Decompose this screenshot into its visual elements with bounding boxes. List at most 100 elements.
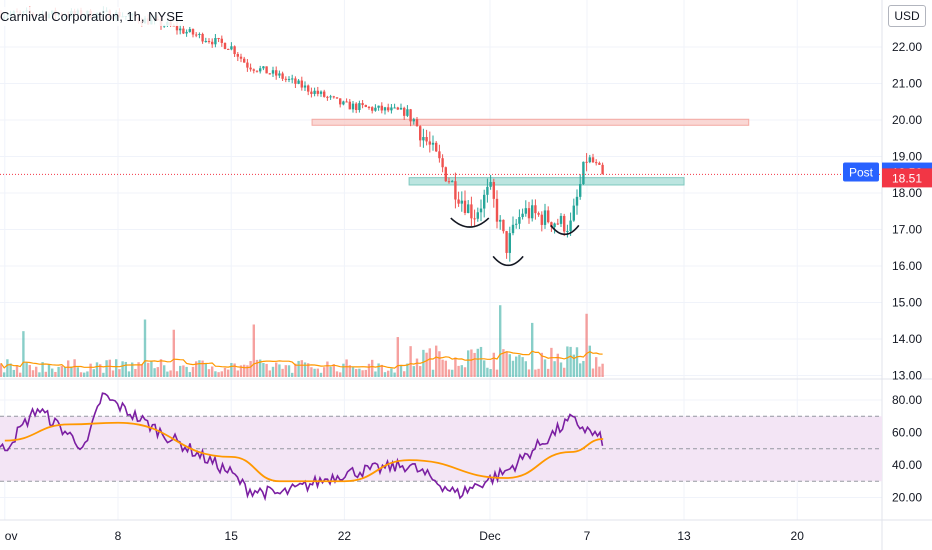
candle-body — [422, 137, 425, 141]
candle-body — [396, 107, 399, 110]
volume-bar — [310, 367, 313, 377]
candle-body — [214, 38, 217, 45]
candle-body — [563, 215, 566, 232]
volume-bar — [121, 361, 124, 377]
volume-bar — [489, 369, 492, 377]
candle-body — [268, 73, 271, 75]
candle-body — [598, 162, 601, 165]
candle-body — [364, 105, 367, 107]
volume-bar — [115, 359, 118, 377]
volume-bar — [476, 348, 479, 377]
volume-bar — [31, 370, 35, 377]
candle-body — [505, 231, 508, 253]
volume-bar — [499, 305, 502, 377]
candle-body — [297, 80, 300, 84]
volume-bar — [351, 367, 355, 377]
candle-body — [518, 217, 521, 224]
candle-body — [566, 230, 569, 232]
candle-body — [377, 105, 380, 108]
candle-body — [307, 85, 310, 92]
support-zone — [408, 177, 685, 186]
volume-bar — [415, 358, 419, 377]
candle-body — [339, 98, 342, 105]
volume-bar — [403, 371, 406, 377]
candle-body — [582, 161, 585, 185]
volume-bar — [259, 359, 262, 377]
candle-body — [249, 67, 252, 70]
volume-bar — [348, 365, 351, 377]
currency-button[interactable]: USD — [888, 5, 926, 27]
volume-bar — [127, 371, 131, 377]
volume-bar — [399, 365, 403, 377]
candle-body — [511, 224, 515, 234]
volume-bar — [521, 357, 524, 377]
candle-body — [588, 157, 591, 163]
candle-body — [182, 28, 185, 34]
rsi-tick-label: 60.00 — [892, 426, 922, 440]
time-tick-label: 13 — [677, 529, 691, 543]
candle-body — [374, 107, 377, 111]
volume-bar — [41, 362, 44, 377]
volume-bar — [214, 371, 217, 377]
volume-bar — [329, 366, 332, 377]
candle-body — [601, 164, 604, 175]
volume-bar — [479, 346, 483, 377]
volume-bar — [278, 364, 281, 377]
time-tick-label: 22 — [338, 529, 352, 543]
candle-body — [387, 107, 390, 111]
candle-body — [409, 109, 412, 122]
candle-body — [345, 101, 348, 103]
price-tick-label: 15.00 — [892, 296, 922, 310]
volume-bar — [575, 347, 579, 377]
candle-body — [310, 91, 313, 94]
candle-body — [284, 78, 287, 80]
volume-bar — [271, 366, 275, 377]
price-tick-label: 19.00 — [892, 150, 922, 164]
candle-body — [531, 205, 534, 219]
candle-body — [527, 208, 531, 219]
candle-body — [329, 96, 332, 98]
candle-body — [444, 167, 447, 182]
candle-body — [441, 158, 444, 168]
volume-bar — [217, 372, 220, 377]
head-arc — [492, 255, 524, 267]
volume-bar — [134, 368, 137, 377]
candle-body — [271, 70, 275, 74]
candle-body — [275, 70, 278, 76]
shoulder-arc — [450, 217, 490, 228]
candle-body — [303, 85, 307, 88]
volume-bar — [591, 368, 595, 377]
volume-bar — [550, 347, 553, 377]
volume-bar — [425, 352, 428, 377]
candle-body — [335, 97, 339, 99]
candle-body — [233, 46, 236, 55]
volume-bar — [118, 369, 121, 377]
last-price-badge: 18.51 — [882, 168, 932, 188]
volume-bar — [137, 362, 140, 377]
candle-body — [550, 222, 553, 228]
candle-body — [425, 137, 428, 142]
candle-body — [281, 73, 284, 79]
volume-bar — [441, 359, 444, 377]
time-tick-label: ov — [5, 529, 18, 543]
volume-bar — [483, 360, 486, 377]
volume-bar — [303, 362, 307, 377]
price-tick-label: 13.00 — [892, 369, 922, 383]
candle-body — [553, 223, 556, 228]
price-tick-label: 14.00 — [892, 332, 922, 346]
volume-bar — [486, 367, 489, 377]
volume-bar — [182, 365, 185, 377]
volume-bar — [38, 372, 41, 377]
candle-body — [428, 141, 431, 145]
candle-body — [316, 90, 319, 94]
volume-bar — [531, 322, 534, 377]
candle-body — [236, 54, 239, 57]
volume-bar — [6, 359, 9, 377]
volume-bar — [566, 346, 569, 377]
candle-body — [361, 103, 364, 106]
time-tick-label: 20 — [791, 529, 805, 543]
candle-body — [211, 41, 214, 45]
candle-body — [220, 38, 223, 43]
volume-bar — [527, 369, 531, 377]
